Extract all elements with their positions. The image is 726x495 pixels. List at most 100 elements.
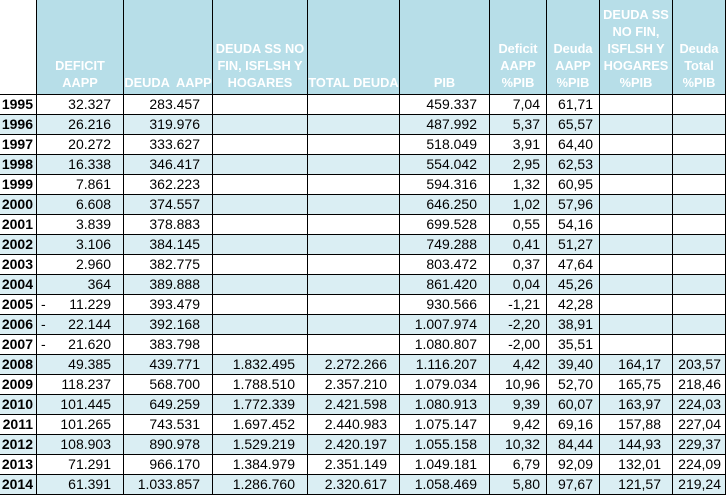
cell-year-1998[interactable]: 1998 <box>0 155 37 175</box>
cell-year-2008[interactable]: 2008 <box>0 355 37 375</box>
cell-deficit_pct-1996[interactable]: 5,37 <box>490 115 547 135</box>
cell-deficit_aapp-2008[interactable]: 49.385 <box>37 355 124 375</box>
cell-pib-2001[interactable]: 699.528 <box>400 215 490 235</box>
cell-total_deuda-2009[interactable]: 2.357.210 <box>308 375 400 395</box>
cell-total_pct-1996[interactable] <box>673 115 726 135</box>
cell-deficit_pct-1999[interactable]: 1,32 <box>490 175 547 195</box>
cell-deficit_pct-2012[interactable]: 10,32 <box>490 435 547 455</box>
column-header-pib[interactable]: PIB <box>400 0 490 95</box>
cell-deuda_pct-1999[interactable]: 60,95 <box>547 175 600 195</box>
cell-deficit_aapp-2004[interactable]: 364 <box>37 275 124 295</box>
cell-deuda_ss_pct-2013[interactable]: 132,01 <box>600 455 673 475</box>
cell-deficit_pct-2001[interactable]: 0,55 <box>490 215 547 235</box>
cell-deficit_pct-1995[interactable]: 7,04 <box>490 95 547 115</box>
cell-deuda_aapp-2003[interactable]: 382.775 <box>124 255 213 275</box>
cell-total_pct-1998[interactable] <box>673 155 726 175</box>
cell-deficit_aapp-1995[interactable]: 32.327 <box>37 95 124 115</box>
cell-deuda_ss_pct-2005[interactable] <box>600 295 673 315</box>
cell-total_deuda-2003[interactable] <box>308 255 400 275</box>
cell-deuda_ss_pct-1998[interactable] <box>600 155 673 175</box>
cell-pib-2009[interactable]: 1.079.034 <box>400 375 490 395</box>
cell-deuda_aapp-2008[interactable]: 439.771 <box>124 355 213 375</box>
cell-total_deuda-2013[interactable]: 2.351.149 <box>308 455 400 475</box>
cell-deuda_ss_pct-1999[interactable] <box>600 175 673 195</box>
cell-pib-2008[interactable]: 1.116.207 <box>400 355 490 375</box>
cell-pib-1997[interactable]: 518.049 <box>400 135 490 155</box>
cell-total_pct-2013[interactable]: 224,09 <box>673 455 726 475</box>
cell-deficit_aapp-2013[interactable]: 71.291 <box>37 455 124 475</box>
cell-pib-2014[interactable]: 1.058.469 <box>400 475 490 495</box>
cell-deuda_aapp-2013[interactable]: 966.170 <box>124 455 213 475</box>
cell-deuda_pct-1998[interactable]: 62,53 <box>547 155 600 175</box>
cell-deficit_pct-2014[interactable]: 5,80 <box>490 475 547 495</box>
cell-deficit_pct-2013[interactable]: 6,79 <box>490 455 547 475</box>
cell-year-1997[interactable]: 1997 <box>0 135 37 155</box>
cell-pib-2012[interactable]: 1.055.158 <box>400 435 490 455</box>
column-header-deuda_ss[interactable]: DEUDA SS NO FIN, ISFLSH Y HOGARES <box>213 0 308 95</box>
cell-deuda_ss-2008[interactable]: 1.832.495 <box>213 355 308 375</box>
cell-deficit_pct-2005[interactable]: -1,21 <box>490 295 547 315</box>
cell-year-2014[interactable]: 2014 <box>0 475 37 495</box>
corner-cell[interactable] <box>0 0 37 95</box>
cell-total_deuda-2014[interactable]: 2.320.617 <box>308 475 400 495</box>
cell-deficit_aapp-1998[interactable]: 16.338 <box>37 155 124 175</box>
cell-deuda_ss_pct-1997[interactable] <box>600 135 673 155</box>
cell-deuda_ss-2013[interactable]: 1.384.979 <box>213 455 308 475</box>
cell-deuda_ss_pct-2009[interactable]: 165,75 <box>600 375 673 395</box>
cell-total_deuda-2006[interactable] <box>308 315 400 335</box>
cell-deficit_aapp-2001[interactable]: 3.839 <box>37 215 124 235</box>
cell-total_pct-2001[interactable] <box>673 215 726 235</box>
cell-deuda_pct-2004[interactable]: 45,26 <box>547 275 600 295</box>
cell-pib-2002[interactable]: 749.288 <box>400 235 490 255</box>
cell-deuda_ss_pct-2001[interactable] <box>600 215 673 235</box>
cell-deuda_pct-2005[interactable]: 42,28 <box>547 295 600 315</box>
cell-deuda_pct-2002[interactable]: 51,27 <box>547 235 600 255</box>
cell-total_pct-2000[interactable] <box>673 195 726 215</box>
cell-year-2011[interactable]: 2011 <box>0 415 37 435</box>
cell-deuda_ss_pct-2008[interactable]: 164,17 <box>600 355 673 375</box>
cell-deuda_ss-2005[interactable] <box>213 295 308 315</box>
cell-year-2009[interactable]: 2009 <box>0 375 37 395</box>
cell-deficit_aapp-2003[interactable]: 2.960 <box>37 255 124 275</box>
cell-year-1996[interactable]: 1996 <box>0 115 37 135</box>
cell-pib-2007[interactable]: 1.080.807 <box>400 335 490 355</box>
cell-total_deuda-2004[interactable] <box>308 275 400 295</box>
cell-pib-2010[interactable]: 1.080.913 <box>400 395 490 415</box>
cell-deuda_pct-1997[interactable]: 64,40 <box>547 135 600 155</box>
cell-total_deuda-1996[interactable] <box>308 115 400 135</box>
cell-deficit_pct-2009[interactable]: 10,96 <box>490 375 547 395</box>
cell-deuda_aapp-2002[interactable]: 384.145 <box>124 235 213 255</box>
cell-deuda_pct-2008[interactable]: 39,40 <box>547 355 600 375</box>
column-header-deuda_pct[interactable]: Deuda AAPP %PIB <box>547 0 600 95</box>
column-header-deficit_pct[interactable]: Deficit AAPP %PIB <box>490 0 547 95</box>
cell-deficit_pct-2003[interactable]: 0,37 <box>490 255 547 275</box>
cell-total_deuda-1997[interactable] <box>308 135 400 155</box>
cell-deuda_ss_pct-2007[interactable] <box>600 335 673 355</box>
cell-total_deuda-2002[interactable] <box>308 235 400 255</box>
cell-deuda_ss-1998[interactable] <box>213 155 308 175</box>
cell-total_pct-1995[interactable] <box>673 95 726 115</box>
cell-deuda_ss-2011[interactable]: 1.697.452 <box>213 415 308 435</box>
cell-total_pct-1999[interactable] <box>673 175 726 195</box>
cell-deficit_pct-2008[interactable]: 4,42 <box>490 355 547 375</box>
cell-deuda_pct-1995[interactable]: 61,71 <box>547 95 600 115</box>
cell-deuda_ss-2002[interactable] <box>213 235 308 255</box>
cell-pib-2004[interactable]: 861.420 <box>400 275 490 295</box>
cell-deuda_pct-2003[interactable]: 47,64 <box>547 255 600 275</box>
cell-total_pct-2005[interactable] <box>673 295 726 315</box>
cell-pib-2006[interactable]: 1.007.974 <box>400 315 490 335</box>
cell-deficit_pct-2002[interactable]: 0,41 <box>490 235 547 255</box>
cell-deuda_aapp-2009[interactable]: 568.700 <box>124 375 213 395</box>
cell-deficit_aapp-1999[interactable]: 7.861 <box>37 175 124 195</box>
cell-deuda_ss-2000[interactable] <box>213 195 308 215</box>
cell-deuda_pct-2001[interactable]: 54,16 <box>547 215 600 235</box>
cell-deuda_pct-2013[interactable]: 92,09 <box>547 455 600 475</box>
cell-year-2002[interactable]: 2002 <box>0 235 37 255</box>
cell-total_deuda-2010[interactable]: 2.421.598 <box>308 395 400 415</box>
cell-deuda_ss_pct-2003[interactable] <box>600 255 673 275</box>
cell-deuda_ss-1995[interactable] <box>213 95 308 115</box>
cell-deuda_ss_pct-2000[interactable] <box>600 195 673 215</box>
cell-deuda_aapp-2011[interactable]: 743.531 <box>124 415 213 435</box>
cell-deuda_aapp-1999[interactable]: 362.223 <box>124 175 213 195</box>
cell-deficit_aapp-2011[interactable]: 101.265 <box>37 415 124 435</box>
